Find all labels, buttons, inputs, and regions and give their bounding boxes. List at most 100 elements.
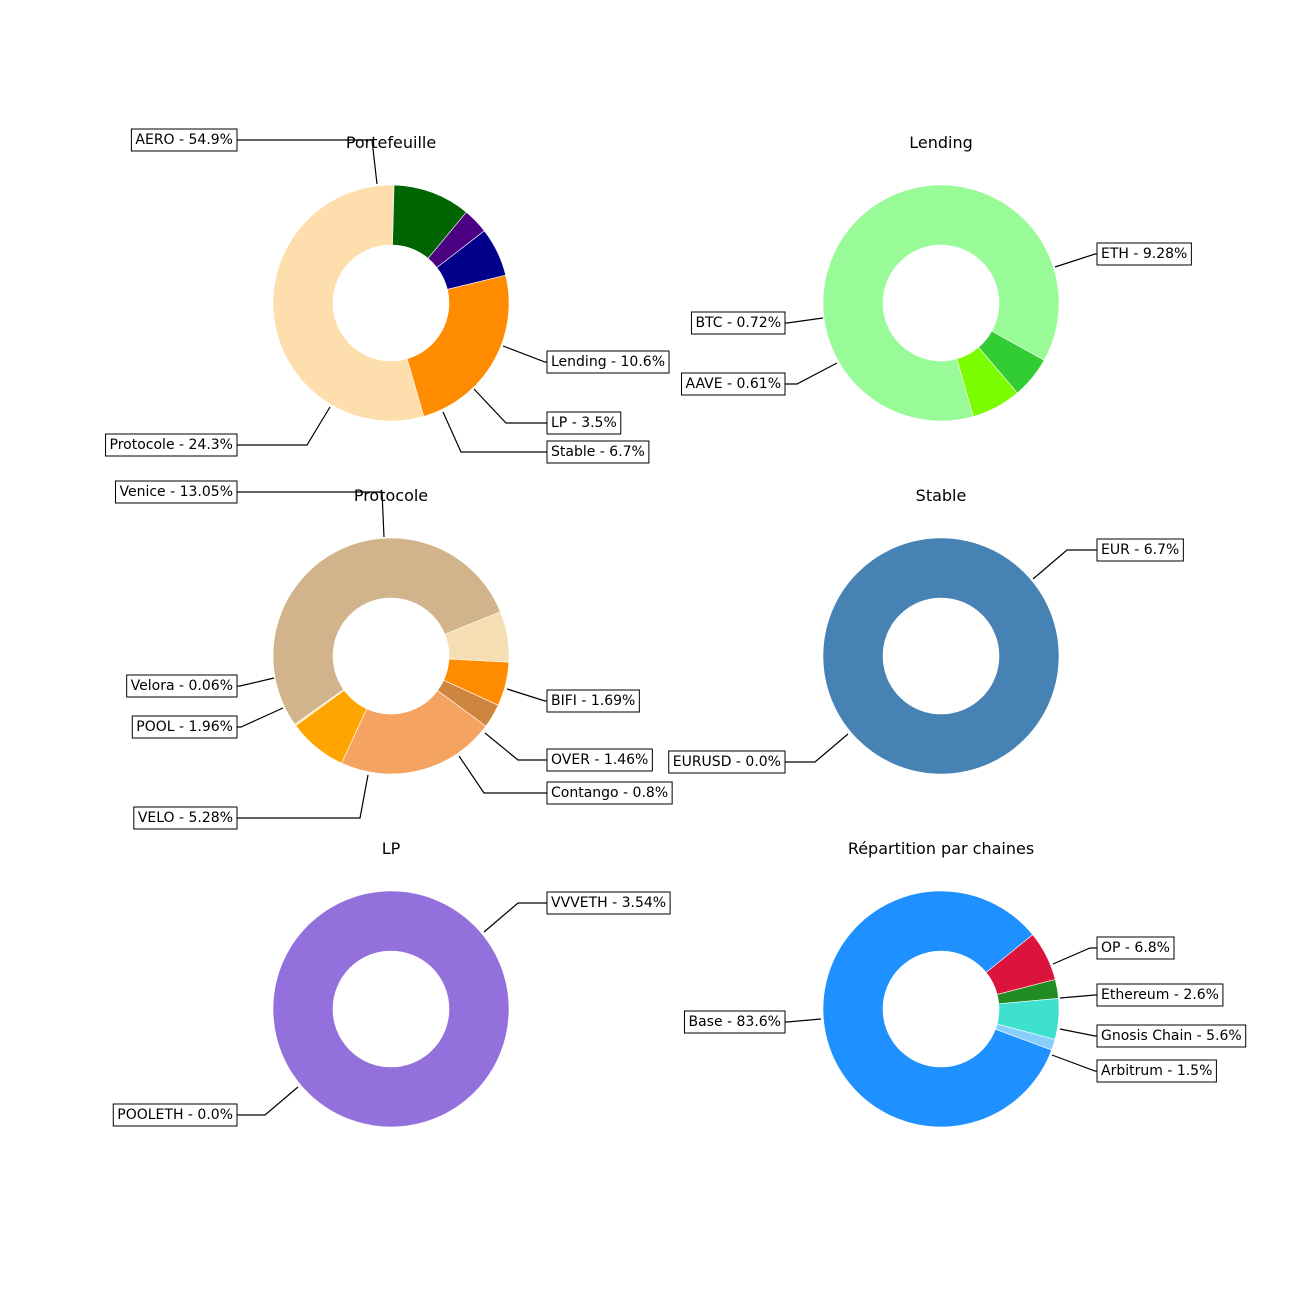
label-box	[681, 372, 786, 396]
slice-label: Venice - 13.05%	[119, 484, 233, 500]
label-btc-0-72: BTC - 0.72%	[690, 311, 786, 335]
label-box	[546, 350, 670, 374]
slice-label: OP - 6.8%	[1101, 940, 1170, 956]
label-venice-13-05: Venice - 13.05%	[114, 480, 238, 504]
slice-base-83-6	[822, 890, 1053, 1128]
label-protocole-24-3: Protocole - 24.3%	[105, 433, 238, 457]
leader-line	[785, 733, 849, 763]
donut-chart-r-partition-par-chaines: Répartition par chaines Base - 83.6% Arbit…	[683, 839, 1247, 1128]
label-box	[1096, 983, 1224, 1007]
label-box	[546, 748, 653, 772]
slice-label: ETH - 9.28%	[1101, 246, 1187, 262]
donut-chart-stable: Stable EUR - 6.7% EURUSD - 0.0%	[668, 486, 1184, 775]
label-box	[690, 311, 786, 335]
label-gnosis-chain-5-6: Gnosis Chain - 5.6%	[1096, 1024, 1247, 1048]
slice-label: Arbitrum - 1.5%	[1101, 1063, 1212, 1079]
leader-line	[237, 677, 275, 687]
chart-title: Portefeuille	[346, 133, 436, 152]
donut-chart-protocole: Protocole BIFI - 1.69% Venice - 13.05% Velo…	[114, 480, 673, 830]
label-box	[112, 1103, 238, 1127]
chart-title: Répartition par chaines	[848, 839, 1034, 858]
slice-eth-9-28	[822, 184, 1060, 422]
slice-label: BIFI - 1.69%	[551, 693, 635, 709]
slice-vvveth-3-54	[272, 890, 510, 1128]
slice-label: VVVETH - 3.54%	[551, 895, 666, 911]
slice-lending-10-6	[392, 184, 467, 259]
leader-line	[785, 1018, 822, 1023]
slice-op-6-8	[985, 934, 1056, 995]
label-base-83-6: Base - 83.6%	[683, 1010, 786, 1034]
label-box	[1096, 1059, 1217, 1083]
slice-label: VELO - 5.28%	[138, 810, 233, 826]
leader-line	[442, 411, 547, 453]
leader-line	[1052, 947, 1097, 965]
slice-label: Lending - 10.6%	[551, 354, 665, 370]
label-vvveth-3-54: VVVETH - 3.54%	[546, 891, 671, 915]
label-aero-54-9: AERO - 54.9%	[130, 128, 238, 152]
slice-label: POOL - 1.96%	[136, 719, 233, 735]
label-box	[131, 715, 238, 739]
slice-label: BTC - 0.72%	[695, 315, 781, 331]
leader-line	[1051, 1054, 1097, 1072]
slice-label: EUR - 6.7%	[1101, 542, 1179, 558]
donut-chart-portefeuille: Portefeuille AERO - 54.9% Protocole - 24.3…	[105, 128, 670, 464]
slice-venice-13-05	[272, 537, 501, 725]
leader-line	[473, 388, 547, 424]
label-box	[1096, 936, 1175, 960]
slice-aero-54-9	[272, 184, 425, 422]
label-box	[683, 1010, 786, 1034]
leader-line	[237, 1086, 299, 1116]
slice-label: Protocole - 24.3%	[110, 437, 233, 453]
slice-label: LP - 3.5%	[551, 415, 617, 431]
label-lp-3-5: LP - 3.5%	[546, 411, 622, 435]
label-bifi-1-69: BIFI - 1.69%	[546, 689, 640, 713]
leader-line	[785, 362, 838, 385]
leader-line	[458, 755, 547, 794]
label-box	[126, 674, 238, 698]
leader-line	[1059, 994, 1097, 999]
label-velo-5-28: VELO - 5.28%	[133, 806, 238, 830]
label-contango-0-8: Contango - 0.8%	[546, 781, 673, 805]
label-box	[546, 891, 671, 915]
label-box	[114, 480, 238, 504]
slice-label: AERO - 54.9%	[135, 132, 233, 148]
label-box	[546, 411, 622, 435]
label-box	[1096, 538, 1184, 562]
leader-line	[1032, 549, 1097, 580]
label-box	[546, 689, 640, 713]
label-box	[546, 781, 673, 805]
slice-label: OVER - 1.46%	[551, 752, 648, 768]
slice-label: Stable - 6.7%	[551, 444, 645, 460]
leader-line	[502, 345, 547, 363]
leader-line	[1059, 1028, 1097, 1037]
slice-label: Gnosis Chain - 5.6%	[1101, 1028, 1242, 1044]
leader-line	[237, 406, 331, 446]
leader-line	[237, 139, 378, 185]
slice-aave-0-61	[978, 330, 1045, 394]
slice-over-1-46	[443, 658, 510, 706]
label-pool-1-96: POOL - 1.96%	[131, 715, 238, 739]
label-pooleth-0-0: POOLETH - 0.0%	[112, 1103, 238, 1127]
slice-label: POOLETH - 0.0%	[117, 1107, 233, 1123]
leader-line	[237, 774, 369, 819]
label-eur-6-7: EUR - 6.7%	[1096, 538, 1184, 562]
label-box	[1096, 1024, 1247, 1048]
label-op-6-8: OP - 6.8%	[1096, 936, 1175, 960]
leader-line	[237, 707, 284, 728]
label-ethereum-2-6: Ethereum - 2.6%	[1096, 983, 1224, 1007]
label-box	[546, 440, 650, 464]
slice-protocole-24-3	[406, 274, 510, 417]
label-box	[105, 433, 238, 457]
leader-line	[506, 688, 547, 702]
slice-label: Contango - 0.8%	[551, 785, 668, 801]
leader-line	[484, 732, 547, 761]
leader-line	[1054, 253, 1097, 268]
chart-title: Stable	[916, 486, 967, 505]
donut-chart-lending: Lending ETH - 9.28% BTC - 0.72% AAVE - 0.61…	[681, 133, 1192, 422]
label-box	[1096, 242, 1192, 266]
label-box	[130, 128, 238, 152]
label-over-1-46: OVER - 1.46%	[546, 748, 653, 772]
leader-line	[237, 491, 385, 538]
label-stable-6-7: Stable - 6.7%	[546, 440, 650, 464]
